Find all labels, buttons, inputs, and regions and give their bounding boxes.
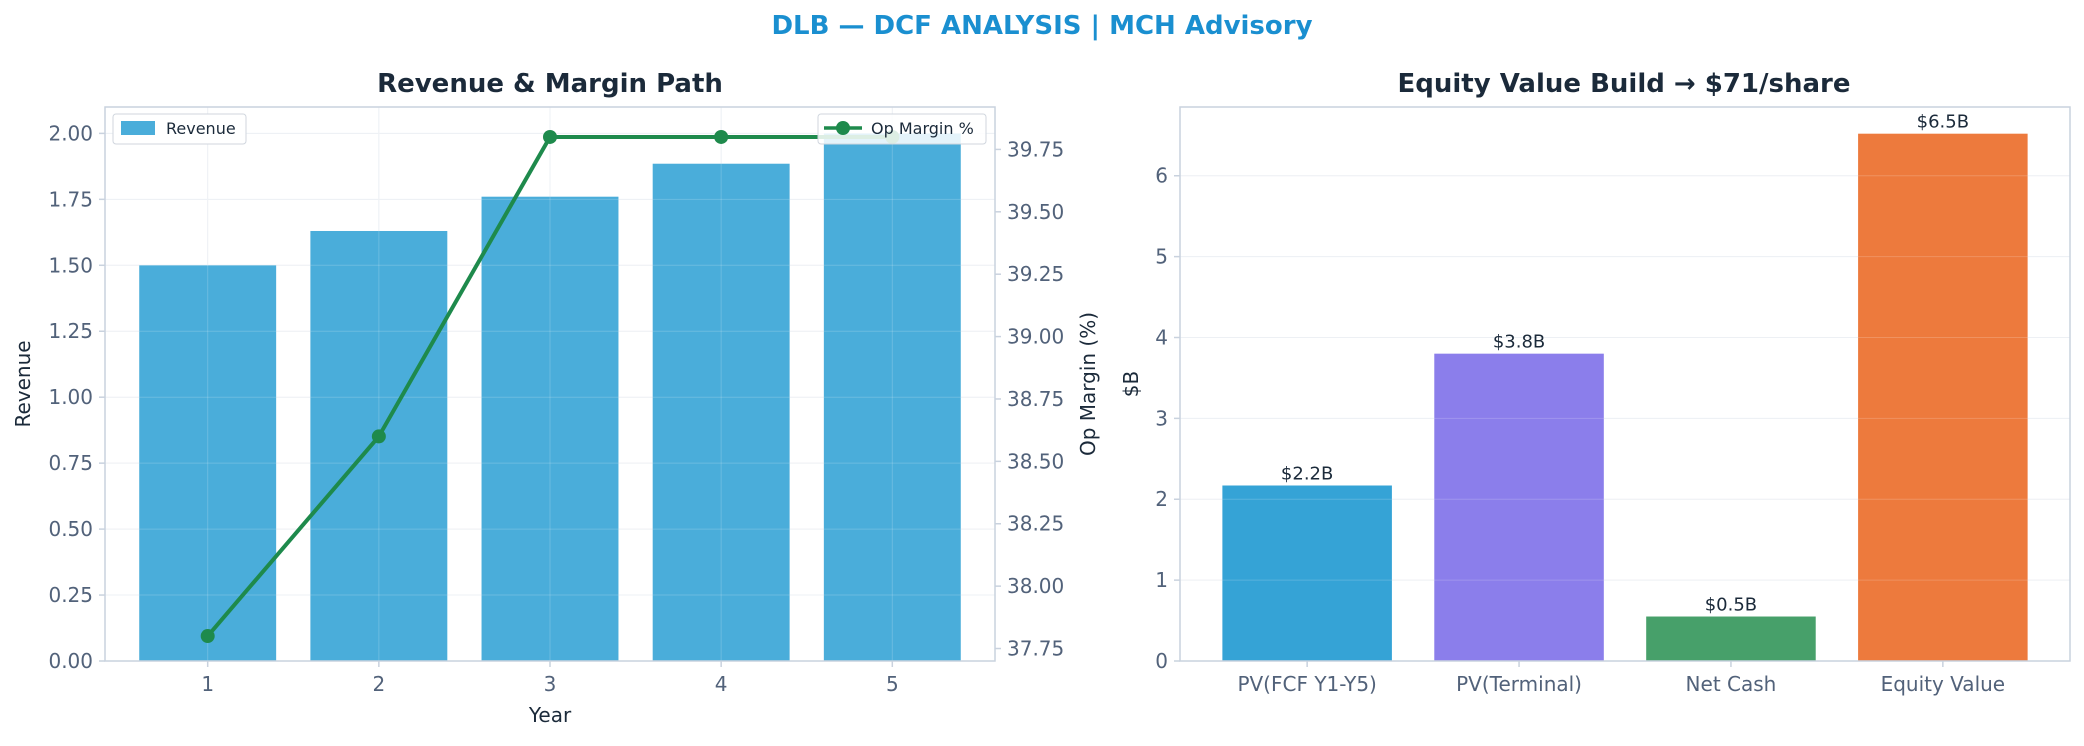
op-margin-y-tick-label: 37.75 [1007,637,1064,661]
revenue-bar [652,163,790,661]
equity-chart-title: Equity Value Build → $71/share [1398,69,1851,99]
equity-data-label: $6.5B [1917,112,1969,133]
equity-y-tick-label: 3 [1155,406,1168,430]
revenue-y-tick-label: 1.50 [48,253,93,277]
op-margin-legend: Op Margin % [817,113,987,145]
equity-plot-frame [1179,106,2071,662]
revenue-x-tick-label: 5 [886,672,899,696]
equity-y-tick-label: 2 [1155,487,1168,511]
equity-x-tick-label: Equity Value [1881,672,2006,696]
op-margin-point [200,629,215,644]
equity-data-label: $0.5B [1705,595,1757,616]
op-margin-y-tick-label: 39.50 [1007,200,1064,224]
equity-x-tick-label: PV(FCF Y1-Y5) [1237,672,1376,696]
op-margin-y-axis-label: Op Margin (%) [1076,312,1100,456]
op-margin-point [371,429,386,444]
revenue-y-tick-label: 2.00 [48,121,93,145]
op-margin-y-tick-label: 38.50 [1007,449,1064,473]
equity-y-tick-label: 4 [1155,325,1168,349]
revenue-y-tick-label: 1.00 [48,385,93,409]
net-cash-bar [1646,616,1816,661]
op-margin-y-tick-label: 39.00 [1007,325,1064,349]
revenue-legend-label: Revenue [166,119,236,138]
revenue-bar [823,133,961,661]
revenue-legend: Revenue [112,113,247,145]
revenue-y-tick-label: 0.75 [48,451,93,475]
equity-y-axis-label: $B [1119,371,1143,397]
equity-build-chart: Equity Value Build → $71/share $2.2B $3.8… [1119,69,2071,696]
op-margin-legend-marker [836,121,850,135]
revenue-x-tick-label: 4 [715,672,728,696]
revenue-x-tick-label: 2 [372,672,385,696]
op-margin-y-tick-label: 39.75 [1007,137,1064,161]
equity-y-tick-label: 1 [1155,568,1168,592]
revenue-y-tick-label: 0.00 [48,649,93,673]
figure-title: DLB — DCF ANALYSIS | MCH Advisory [771,11,1312,41]
revenue-bar [310,230,448,661]
op-margin-point [714,129,729,144]
equity-x-tick-label: PV(Terminal) [1456,672,1582,696]
revenue-y-tick-label: 0.50 [48,517,93,541]
revenue-bar [139,265,277,661]
revenue-x-axis-label: Year [528,703,572,727]
revenue-margin-chart: Revenue & Margin Path 0.00 0.25 0.50 0.75 1.… [11,69,1100,727]
equity-data-label: $3.8B [1493,332,1545,353]
equity-value-bar [1858,133,2028,661]
revenue-y-tick-label: 1.25 [48,319,93,343]
op-margin-point [543,129,557,144]
pv-fcf-bar [1222,485,1392,661]
pv-terminal-bar [1434,353,1604,661]
equity-y-tick-label: 5 [1155,245,1168,269]
op-margin-legend-label: Op Margin % [871,119,974,138]
equity-x-tick-label: Net Cash [1686,672,1777,696]
revenue-y-tick-label: 1.75 [48,187,93,211]
revenue-x-tick-label: 3 [544,672,557,696]
revenue-y-tick-label: 0.25 [48,583,93,607]
equity-y-tick-label: 0 [1155,649,1168,673]
equity-y-tick-label: 6 [1155,164,1168,188]
equity-data-label: $2.2B [1281,463,1333,484]
op-margin-y-tick-label: 38.25 [1007,512,1064,536]
revenue-legend-swatch [121,121,155,135]
op-margin-y-tick-label: 38.00 [1007,574,1064,598]
revenue-bar [481,196,619,661]
revenue-chart-title: Revenue & Margin Path [377,69,723,99]
revenue-y-axis-label: Revenue [11,340,35,427]
op-margin-y-tick-label: 39.25 [1007,262,1064,286]
op-margin-y-tick-label: 38.75 [1007,387,1064,411]
revenue-x-tick-label: 1 [201,672,214,696]
